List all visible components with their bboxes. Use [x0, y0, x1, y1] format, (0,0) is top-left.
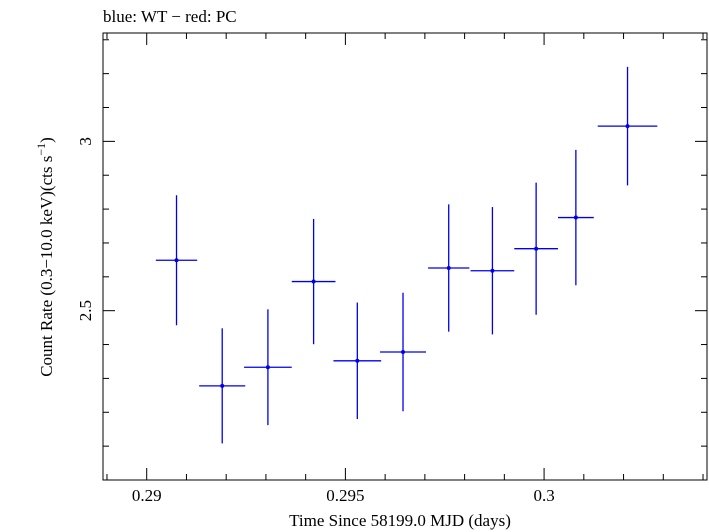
data-point [428, 204, 470, 332]
data-points [155, 66, 658, 444]
point-marker [311, 279, 316, 284]
x-axis-label: Time Since 58199.0 MJD (days) [289, 511, 511, 530]
data-point [155, 195, 198, 326]
x-tick-label: 0.3 [533, 486, 554, 505]
point-marker [625, 124, 630, 129]
data-point [597, 66, 658, 186]
data-point [199, 328, 246, 444]
point-marker [490, 268, 495, 273]
data-point [291, 218, 336, 345]
point-marker [265, 365, 270, 370]
axis-tick-labels: 0.29 0.295 0.3 2.5 3 [76, 137, 555, 505]
y-axis-label: Count Rate (0.3−10.0 keV)(cts s−1) [34, 137, 56, 377]
chart-title: blue: WT − red: PC [103, 7, 237, 26]
point-marker [573, 215, 578, 220]
point-marker [174, 258, 179, 263]
data-point [557, 149, 594, 286]
point-marker [401, 349, 406, 354]
x-tick-label: 0.295 [326, 486, 364, 505]
y-tick-label: 3 [76, 137, 95, 146]
data-point [333, 302, 382, 420]
data-point [470, 207, 515, 335]
point-marker [220, 383, 225, 388]
axis-ticks [103, 33, 707, 481]
point-marker [534, 246, 539, 251]
data-point [514, 182, 558, 315]
y-tick-label: 2.5 [76, 300, 95, 321]
data-point [379, 292, 427, 412]
point-marker [446, 266, 451, 271]
x-tick-label: 0.29 [132, 486, 162, 505]
point-marker [355, 358, 360, 363]
plot-frame [102, 32, 708, 481]
data-point [244, 309, 292, 426]
